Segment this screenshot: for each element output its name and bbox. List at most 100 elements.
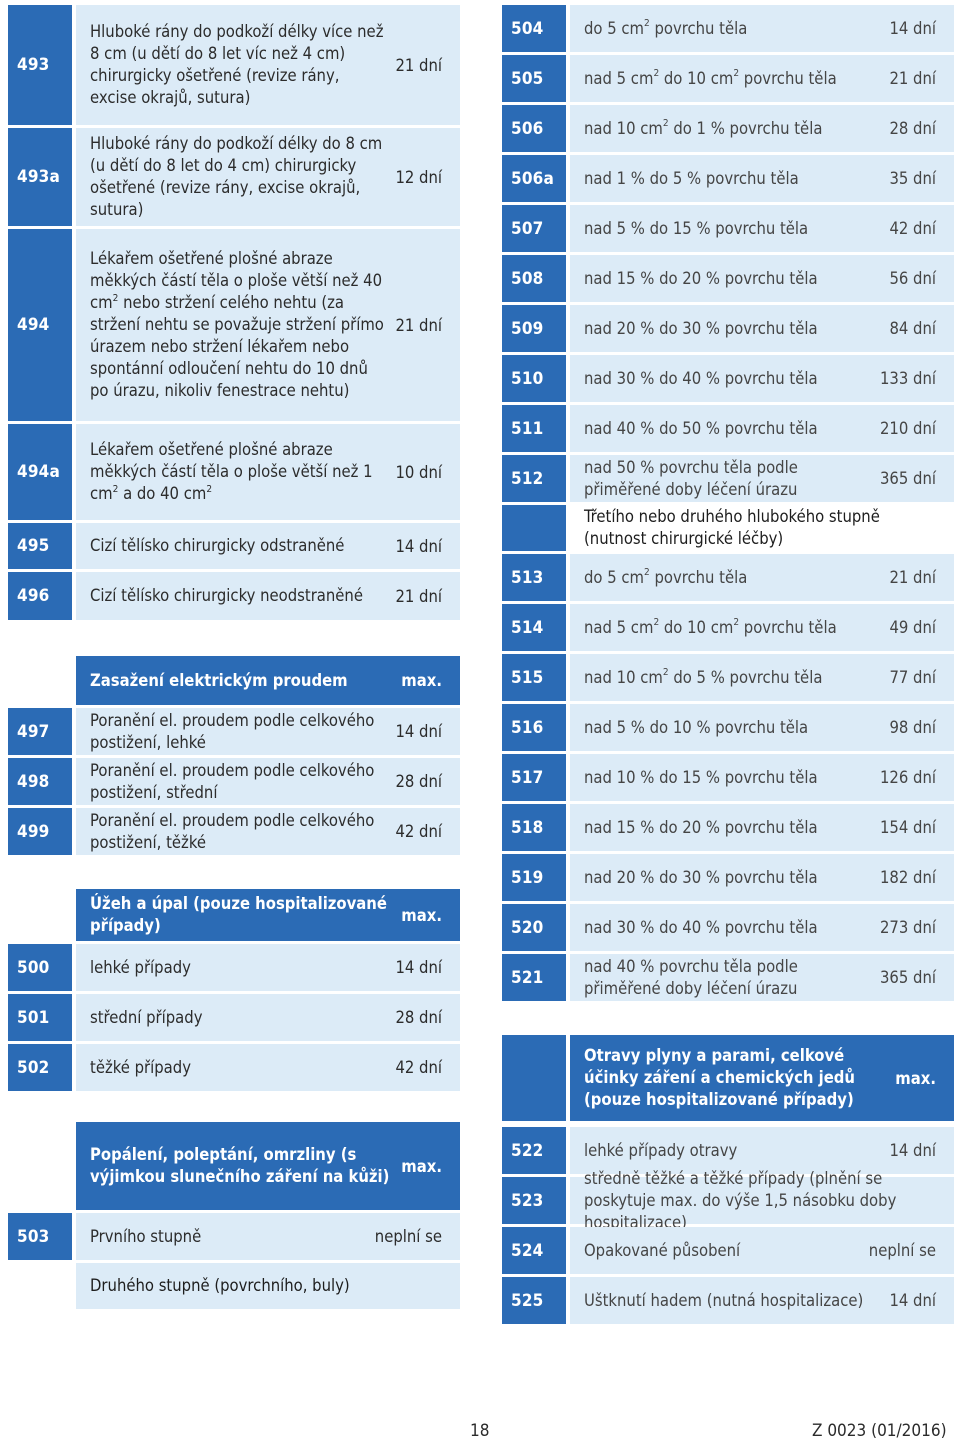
code-cell-empty	[502, 505, 566, 551]
item-code: 520	[502, 904, 566, 951]
table-row: 508 nad 15 % do 20 % povrchu těla 56 dní	[502, 255, 954, 302]
table-row: 494a Lékařem ošetřené plošné abraze měkký…	[8, 424, 460, 520]
item-description: střední případy	[90, 1007, 203, 1027]
table-row: 493a Hluboké rány do podkoží délky do 8 c…	[8, 128, 460, 226]
item-code: 504	[502, 5, 566, 52]
item-description: nad 20 % do 30 % povrchu těla	[584, 318, 818, 338]
item-days: 14 dní	[889, 1291, 936, 1310]
item-description: Cizí tělísko chirurgicky neodstraněné	[90, 586, 363, 605]
item-code: 507	[502, 205, 566, 252]
subheading-third-degree: Třetího nebo druhého hlubokého stupně (n…	[502, 505, 954, 551]
item-days: 273 dní	[879, 918, 936, 937]
section-header-poison: Otravy plyny a parami, celkové účinky zá…	[502, 1035, 954, 1121]
item-days: 42 dní	[395, 1058, 442, 1077]
item-code: 525	[502, 1277, 566, 1324]
item-description: nad 20 % do 30 % povrchu těla	[584, 867, 818, 887]
item-description: Cizí tělísko chirurgicky odstraněné	[90, 536, 345, 555]
table-row: 519 nad 20 % do 30 % povrchu těla 182 dní	[502, 854, 954, 901]
item-description: lehké případy	[90, 957, 191, 977]
item-days: 14 dní	[889, 1141, 936, 1160]
section-title: Zasažení elektrickým proudem	[90, 670, 348, 690]
item-code: 517	[502, 754, 566, 801]
item-code: 511	[502, 405, 566, 452]
table-row: 505 nad 5 cm2 do 10 cm2 povrchu těla 21 dn…	[502, 55, 954, 102]
item-days: 84 dní	[889, 319, 936, 338]
table-row: 520 nad 30 % do 40 % povrchu těla 273 dní	[502, 904, 954, 951]
item-description: Hluboké rány do podkoží délky více než 8…	[90, 22, 384, 107]
item-code: 510	[502, 355, 566, 402]
page-number: 18	[470, 1421, 490, 1441]
subheading-text: Třetího nebo druhého hlubokého stupně (n…	[584, 507, 880, 548]
table-row: 501 střední případy 28 dní	[8, 994, 460, 1041]
subheading-text: Druhého stupně (povrchního, buly)	[90, 1276, 350, 1295]
item-days: 14 dní	[395, 722, 442, 741]
table-row: 494 Lékařem ošetřené plošné abraze měkkýc…	[8, 229, 460, 421]
table-row: 514 nad 5 cm2 do 10 cm2 povrchu těla 49 dn…	[502, 604, 954, 651]
item-description: do 5 cm2 povrchu těla	[584, 18, 748, 38]
table-row: 493 Hluboké rány do podkoží délky více ne…	[8, 5, 460, 125]
item-days: 182 dní	[879, 868, 936, 887]
left-column: 493 Hluboké rány do podkoží délky více ne…	[8, 5, 460, 1312]
table-row: 517 nad 10 % do 15 % povrchu těla 126 dní	[502, 754, 954, 801]
item-days: 133 dní	[879, 369, 936, 388]
item-days: 365 dní	[879, 968, 936, 987]
item-description: nad 5 cm2 do 10 cm2 povrchu těla	[584, 68, 837, 88]
item-code: 506a	[502, 155, 566, 202]
item-code: 524	[502, 1227, 566, 1274]
table-row: 498 Poranění el. proudem podle celkového …	[8, 758, 460, 805]
item-code: 512	[502, 455, 566, 502]
item-days: 35 dní	[889, 169, 936, 188]
table-row: 503 Prvního stupně neplní se	[8, 1213, 460, 1260]
table-row: 523 středně těžké a těžké případy (plnění…	[502, 1169, 954, 1232]
table-row: 495 Cizí tělísko chirurgicky odstraněné 14…	[8, 523, 460, 569]
table-row: 510 nad 30 % do 40 % povrchu těla 133 dní	[502, 355, 954, 402]
table-row: 515 nad 10 cm2 do 5 % povrchu těla 77 dní	[502, 654, 954, 701]
item-days: 28 dní	[395, 772, 442, 791]
table-row: 504 do 5 cm2 povrchu těla 14 dní	[502, 5, 954, 52]
item-days: 10 dní	[395, 462, 442, 482]
item-code: 498	[8, 758, 72, 805]
item-days: 77 dní	[889, 668, 936, 687]
item-description: nad 5 cm2 do 10 cm2 povrchu těla	[584, 617, 837, 637]
item-code: 518	[502, 804, 566, 851]
item-days: 126 dní	[879, 768, 936, 787]
item-days: neplní se	[868, 1241, 936, 1260]
item-description: nad 30 % do 40 % povrchu těla	[584, 917, 818, 937]
table-row: 506a nad 1 % do 5 % povrchu těla 35 dní	[502, 155, 954, 202]
item-days: 56 dní	[889, 269, 936, 288]
code-cell-empty	[8, 1122, 72, 1210]
item-description: nad 5 % do 10 % povrchu těla	[584, 717, 809, 737]
item-description: Poranění el. proudem podle celkového pos…	[90, 760, 375, 802]
item-code: 505	[502, 55, 566, 102]
item-description: Poranění el. proudem podle celkového pos…	[90, 810, 375, 852]
code-cell-empty	[8, 889, 72, 941]
code-cell-empty	[8, 1263, 72, 1309]
table-row: 516 nad 5 % do 10 % povrchu těla 98 dní	[502, 704, 954, 751]
item-days: 154 dní	[879, 818, 936, 837]
item-days: 210 dní	[879, 419, 936, 438]
item-description: Hluboké rány do podkoží délky do 8 cm (u…	[90, 134, 383, 219]
item-code: 523	[502, 1177, 566, 1224]
table-row: 524 Opakované působení neplní se	[502, 1227, 954, 1274]
item-description: nad 40 % povrchu těla podle přiměřené do…	[584, 956, 798, 998]
table-row: 496 Cizí tělísko chirurgicky neodstraněné…	[8, 572, 460, 620]
item-days: 49 dní	[889, 618, 936, 637]
document-code: Z 0023 (01/2016)	[812, 1421, 947, 1441]
item-description: nad 50 % povrchu těla podle přiměřené do…	[584, 457, 798, 499]
section-header-heat: Úžeh a úpal (pouze hospitalizované přípa…	[8, 889, 460, 941]
item-code: 514	[502, 604, 566, 651]
item-description: nad 10 cm2 do 5 % povrchu těla	[584, 667, 823, 687]
table-row: 506 nad 10 cm2 do 1 % povrchu těla 28 dní	[502, 105, 954, 152]
item-days: 12 dní	[395, 167, 442, 187]
code-cell-empty	[8, 656, 72, 705]
max-label: max.	[401, 1156, 442, 1176]
item-days: 28 dní	[889, 119, 936, 138]
table-row: 500 lehké případy 14 dní	[8, 944, 460, 991]
section-title: Úžeh a úpal (pouze hospitalizované přípa…	[90, 894, 387, 935]
item-code: 506	[502, 105, 566, 152]
item-days: 14 dní	[395, 958, 442, 977]
item-code: 502	[8, 1044, 72, 1091]
item-description: nad 15 % do 20 % povrchu těla	[584, 817, 818, 837]
item-description: Prvního stupně	[90, 1226, 202, 1246]
max-label: max.	[895, 1068, 936, 1088]
